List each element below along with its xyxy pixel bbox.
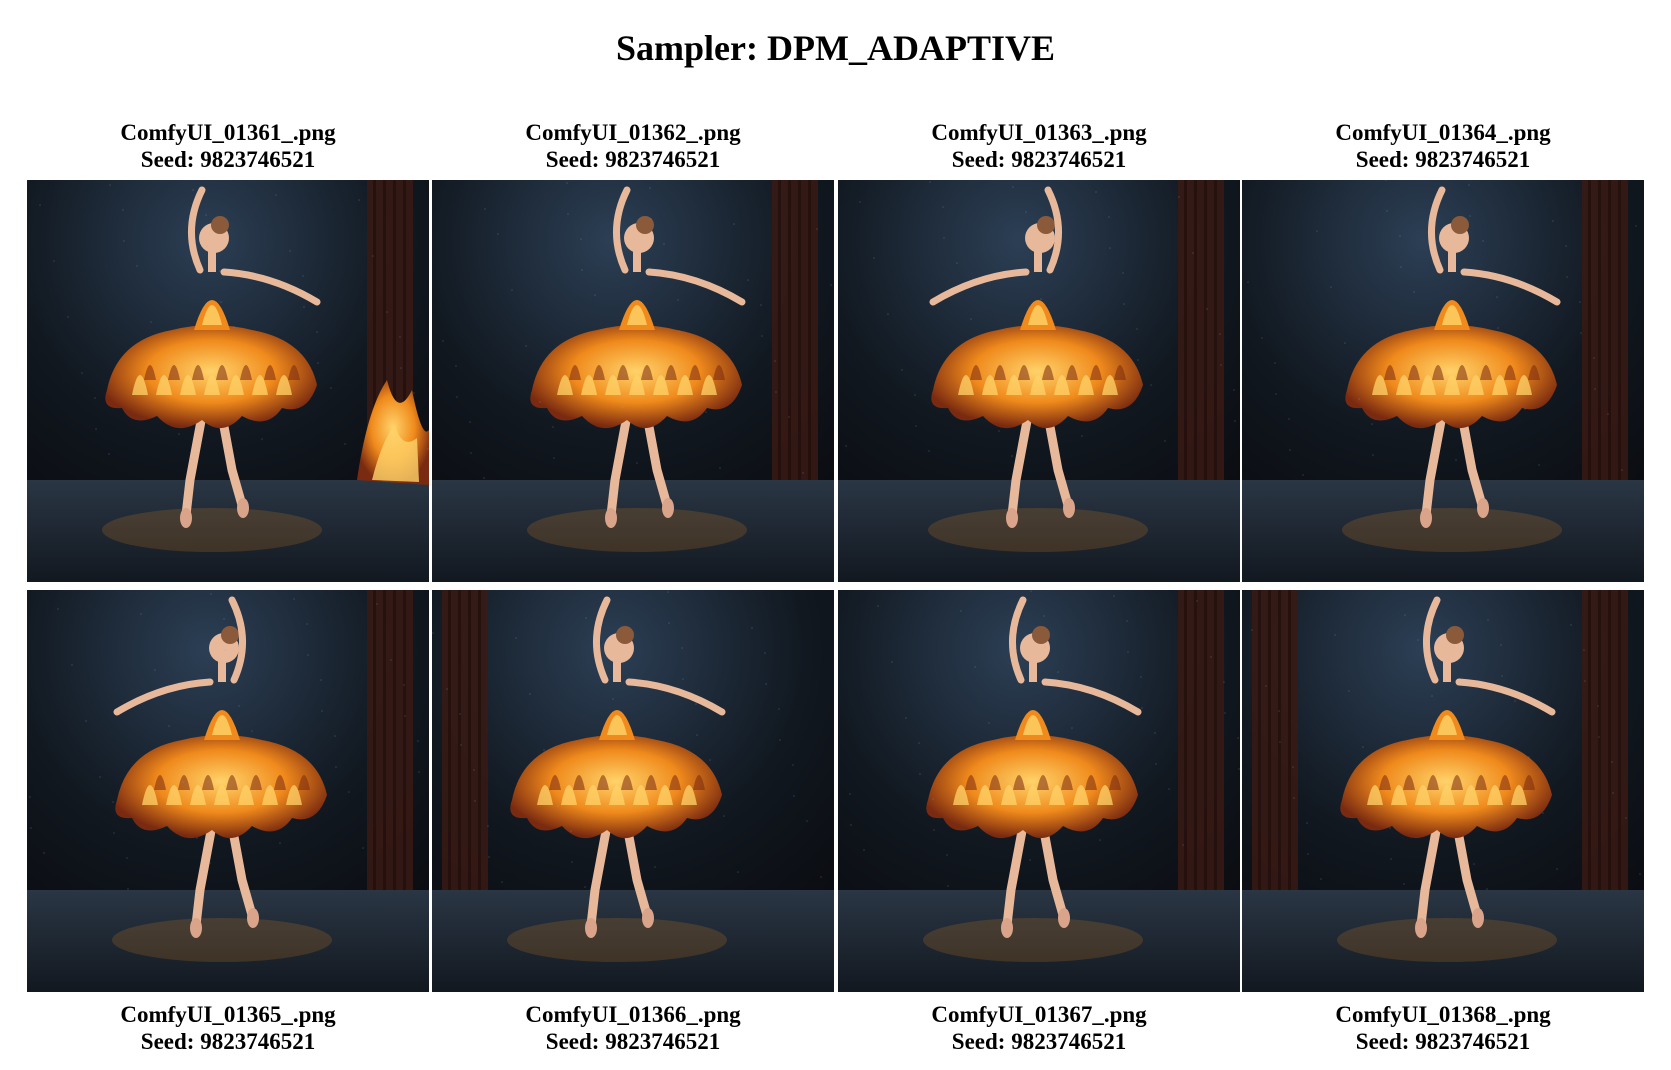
image-seed: Seed: 9823746521 — [140, 1029, 316, 1054]
stage-floor — [838, 480, 1240, 582]
ballerina — [1340, 596, 1556, 938]
generated-image[interactable] — [1242, 590, 1644, 992]
ballerina-illustration — [838, 180, 1240, 582]
ballerina — [510, 596, 726, 938]
generated-image[interactable] — [432, 590, 834, 992]
stage-floor — [1242, 890, 1644, 992]
stage-floor — [27, 890, 429, 992]
stage-floor — [1242, 480, 1644, 582]
image-filename: ComfyUI_01365_.png — [120, 1002, 336, 1027]
image-seed: Seed: 9823746521 — [951, 1029, 1127, 1054]
ballerina-illustration — [432, 590, 834, 992]
ballerina-illustration — [27, 590, 429, 992]
ballerina-illustration — [432, 180, 834, 582]
generated-image[interactable] — [838, 180, 1240, 582]
generated-image[interactable] — [432, 180, 834, 582]
ballerina — [530, 186, 746, 528]
image-filename: ComfyUI_01362_.png — [525, 120, 741, 145]
stage-floor — [27, 480, 429, 582]
image-seed: Seed: 9823746521 — [1355, 1029, 1531, 1054]
stage-floor — [838, 890, 1240, 992]
ballerina-illustration — [838, 590, 1240, 992]
page-title: Sampler: DPM_ADAPTIVE — [616, 28, 1055, 68]
generated-image[interactable] — [27, 590, 429, 992]
image-seed: Seed: 9823746521 — [1355, 147, 1531, 172]
image-seed: Seed: 9823746521 — [545, 147, 721, 172]
ballerina — [926, 596, 1142, 938]
ballerina — [113, 596, 327, 938]
image-filename: ComfyUI_01361_.png — [120, 120, 336, 145]
image-filename: ComfyUI_01367_.png — [931, 1002, 1147, 1027]
ballerina-illustration — [1242, 590, 1644, 992]
image-filename: ComfyUI_01363_.png — [931, 120, 1147, 145]
generated-image[interactable] — [27, 180, 429, 582]
image-filename: ComfyUI_01368_.png — [1335, 1002, 1551, 1027]
image-filename: ComfyUI_01364_.png — [1335, 120, 1551, 145]
image-seed: Seed: 9823746521 — [951, 147, 1127, 172]
ballerina — [105, 186, 321, 528]
generated-image[interactable] — [838, 590, 1240, 992]
ballerina — [1345, 186, 1561, 528]
image-seed: Seed: 9823746521 — [545, 1029, 721, 1054]
ballerina-illustration — [27, 180, 429, 582]
image-filename: ComfyUI_01366_.png — [525, 1002, 741, 1027]
stage-floor — [432, 890, 834, 992]
ballerina — [929, 186, 1143, 528]
ballerina-illustration — [1242, 180, 1644, 582]
stage-floor — [432, 480, 834, 582]
generated-image[interactable] — [1242, 180, 1644, 582]
side-fire — [357, 380, 429, 485]
image-seed: Seed: 9823746521 — [140, 147, 316, 172]
